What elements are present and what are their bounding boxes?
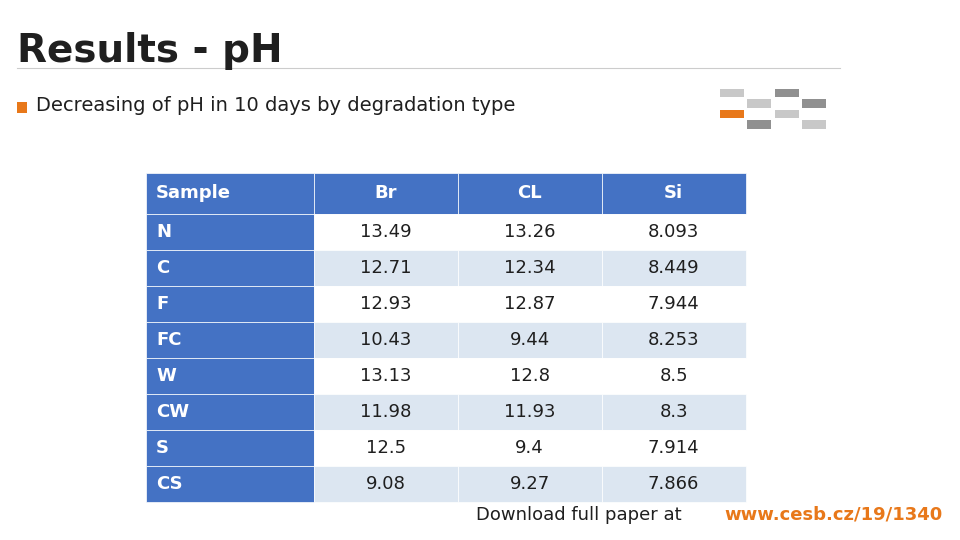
FancyBboxPatch shape	[458, 430, 602, 466]
Text: 9.27: 9.27	[510, 475, 550, 493]
FancyBboxPatch shape	[458, 250, 602, 286]
Text: 8.3: 8.3	[660, 403, 688, 421]
FancyBboxPatch shape	[720, 110, 744, 118]
Text: 7.866: 7.866	[648, 475, 699, 493]
FancyBboxPatch shape	[458, 173, 602, 214]
Text: 12.71: 12.71	[360, 259, 412, 277]
FancyBboxPatch shape	[602, 173, 746, 214]
Text: 12.93: 12.93	[360, 295, 412, 313]
FancyBboxPatch shape	[602, 394, 746, 430]
FancyBboxPatch shape	[602, 322, 746, 358]
FancyBboxPatch shape	[146, 430, 314, 466]
Text: W: W	[156, 367, 176, 385]
Text: 12.5: 12.5	[366, 439, 406, 457]
FancyBboxPatch shape	[803, 120, 827, 129]
Text: FC: FC	[156, 331, 181, 349]
FancyBboxPatch shape	[146, 250, 314, 286]
Text: 8.5: 8.5	[660, 367, 688, 385]
Text: 9.4: 9.4	[516, 439, 544, 457]
Text: 9.44: 9.44	[510, 331, 550, 349]
FancyBboxPatch shape	[314, 286, 458, 322]
Text: 12.87: 12.87	[504, 295, 556, 313]
Text: CS: CS	[156, 475, 182, 493]
Text: CW: CW	[156, 403, 189, 421]
Text: Download full paper at: Download full paper at	[475, 506, 687, 524]
Text: N: N	[156, 223, 171, 241]
Text: 11.93: 11.93	[504, 403, 556, 421]
Text: www.cesb.cz/19/1340: www.cesb.cz/19/1340	[724, 506, 943, 524]
Text: S: S	[156, 439, 169, 457]
FancyBboxPatch shape	[314, 466, 458, 502]
FancyBboxPatch shape	[146, 322, 314, 358]
Text: Decreasing of pH in 10 days by degradation type: Decreasing of pH in 10 days by degradati…	[36, 96, 516, 115]
Text: 7.944: 7.944	[648, 295, 700, 313]
FancyBboxPatch shape	[602, 214, 746, 250]
Text: 11.98: 11.98	[360, 403, 412, 421]
Text: C: C	[156, 259, 169, 277]
FancyBboxPatch shape	[720, 89, 744, 97]
FancyBboxPatch shape	[314, 394, 458, 430]
FancyBboxPatch shape	[458, 394, 602, 430]
Text: 7.914: 7.914	[648, 439, 700, 457]
FancyBboxPatch shape	[748, 120, 772, 129]
Text: Br: Br	[374, 185, 396, 202]
FancyBboxPatch shape	[314, 250, 458, 286]
FancyBboxPatch shape	[602, 250, 746, 286]
FancyBboxPatch shape	[458, 466, 602, 502]
Text: 12.8: 12.8	[510, 367, 550, 385]
Text: 8.093: 8.093	[648, 223, 699, 241]
FancyBboxPatch shape	[602, 358, 746, 394]
FancyBboxPatch shape	[775, 89, 799, 97]
FancyBboxPatch shape	[314, 358, 458, 394]
Text: 13.26: 13.26	[504, 223, 556, 241]
Text: 8.253: 8.253	[648, 331, 700, 349]
FancyBboxPatch shape	[314, 214, 458, 250]
FancyBboxPatch shape	[146, 358, 314, 394]
FancyBboxPatch shape	[146, 173, 314, 214]
FancyBboxPatch shape	[458, 322, 602, 358]
FancyBboxPatch shape	[748, 99, 772, 107]
Text: 8.449: 8.449	[648, 259, 700, 277]
Text: Si: Si	[664, 185, 684, 202]
FancyBboxPatch shape	[458, 214, 602, 250]
FancyBboxPatch shape	[146, 286, 314, 322]
Text: Sample: Sample	[156, 185, 231, 202]
Text: CL: CL	[517, 185, 542, 202]
FancyBboxPatch shape	[458, 358, 602, 394]
FancyBboxPatch shape	[803, 99, 827, 107]
Text: F: F	[156, 295, 168, 313]
Text: 12.34: 12.34	[504, 259, 556, 277]
FancyBboxPatch shape	[314, 322, 458, 358]
FancyBboxPatch shape	[17, 102, 28, 113]
FancyBboxPatch shape	[602, 430, 746, 466]
FancyBboxPatch shape	[314, 173, 458, 214]
Text: Results - pH: Results - pH	[17, 32, 283, 70]
FancyBboxPatch shape	[146, 394, 314, 430]
FancyBboxPatch shape	[314, 430, 458, 466]
Text: 9.08: 9.08	[366, 475, 406, 493]
FancyBboxPatch shape	[458, 286, 602, 322]
FancyBboxPatch shape	[146, 466, 314, 502]
FancyBboxPatch shape	[146, 214, 314, 250]
FancyBboxPatch shape	[775, 110, 799, 118]
Text: 10.43: 10.43	[360, 331, 412, 349]
Text: 13.49: 13.49	[360, 223, 412, 241]
Text: 13.13: 13.13	[360, 367, 412, 385]
FancyBboxPatch shape	[602, 466, 746, 502]
FancyBboxPatch shape	[602, 286, 746, 322]
